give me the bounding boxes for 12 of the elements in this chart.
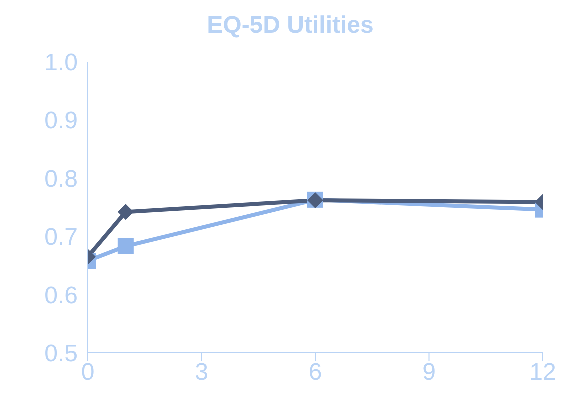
y-tick-label: 1.0 [44,50,78,77]
x-tick-label: 0 [81,359,95,386]
chart-title: EQ-5D Utilities [206,11,375,41]
x-tick-label: 3 [195,359,208,386]
y-tick-label: 0.7 [44,224,78,252]
y-tick-label: 0.8 [44,166,78,193]
y-tick-label: 0.6 [44,282,78,310]
x-tick-label: 9 [422,359,436,386]
y-tick-label: 0.5 [44,340,78,368]
x-tick-label: 6 [308,359,322,386]
y-tick-label: 0.9 [44,108,78,135]
x-tick-label: 12 [530,359,556,386]
